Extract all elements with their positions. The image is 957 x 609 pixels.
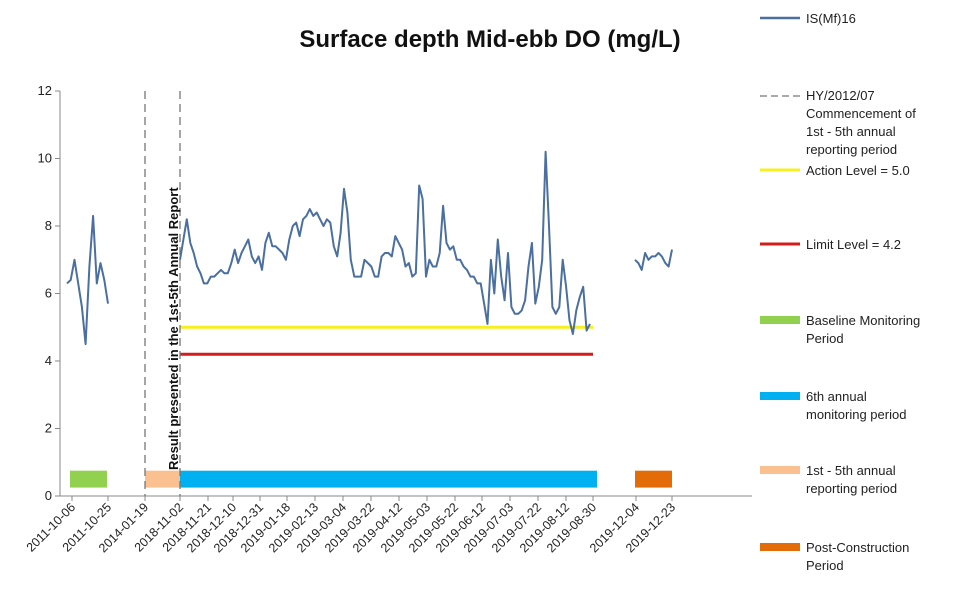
legend-label-reporting: 1st - 5th annual reporting period [806,463,897,496]
legend-swatch-sixth [760,392,800,400]
level-lines [180,325,593,356]
reporting-period-bar [145,470,180,488]
annotation-text: Result presented in the 1st-5th Annual R… [166,187,181,470]
series-line-segment [66,214,109,346]
y-tick-label: 6 [45,286,52,301]
legend-swatch-post [760,543,800,551]
legend: IS(Mf)16 HY/2012/07 Commencement of 1st - 5… [760,11,920,573]
legend-label-baseline: Baseline Monitoring Period [806,313,920,346]
legend-label-post: Post-Construction Period [806,540,909,573]
period-bars [70,470,672,488]
y-tick-label: 8 [45,218,52,233]
post-construction-period-bar [635,470,672,488]
series-lines [66,150,673,346]
x-tick-labels: 2011-10-062011-10-252014-01-192018-11-02… [24,500,678,555]
legend-label-limit: Limit Level = 4.2 [806,237,901,252]
chart-title: Surface depth Mid-ebb DO (mg/L) [299,26,680,53]
legend-label-commencement: HY/2012/07 Commencement of 1st - 5th annua… [806,88,916,157]
legend-label-sixth: 6th annual monitoring period [806,389,906,422]
legend-label-series: IS(Mf)16 [806,11,856,26]
baseline-period-bar [70,470,107,488]
y-tick-label: 12 [38,83,52,98]
sixth-annual-period-bar [180,470,597,488]
axes [55,90,752,501]
vertical-markers [144,91,181,496]
legend-label-action: Action Level = 5.0 [806,163,910,178]
legend-swatch-reporting [760,466,800,474]
legend-swatch-baseline [760,316,800,324]
y-tick-label: 0 [45,488,52,503]
series-line-segment [634,249,673,271]
y-tick-label: 4 [45,353,52,368]
series-line-segment [179,150,591,335]
y-tick-label: 10 [38,151,52,166]
y-tick-labels: 0 2 4 6 8 10 12 [38,83,52,503]
y-tick-label: 2 [45,421,52,436]
